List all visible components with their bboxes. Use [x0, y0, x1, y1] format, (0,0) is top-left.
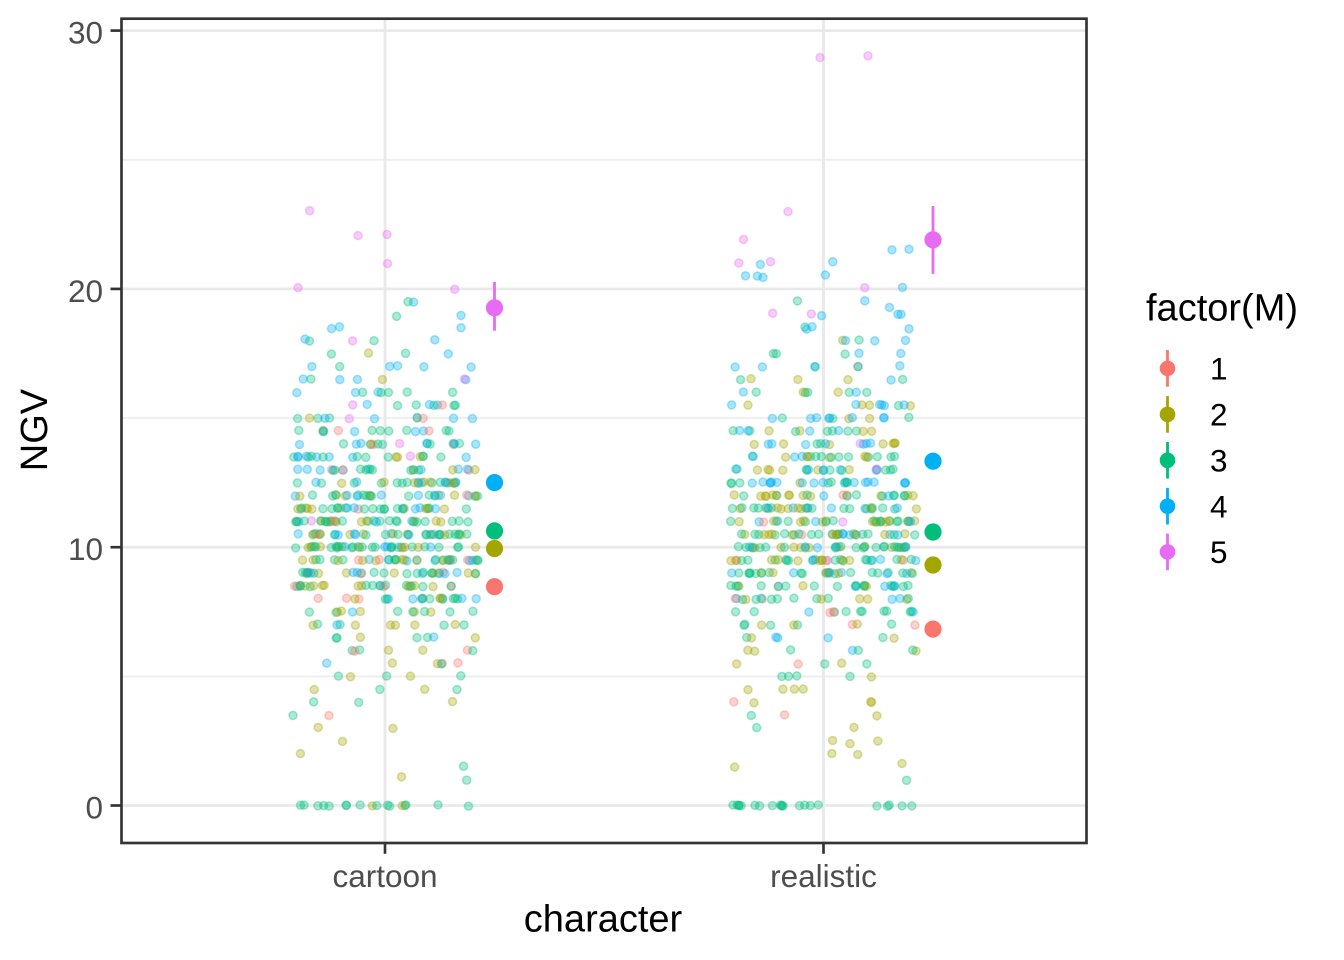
svg-text:realistic: realistic	[770, 858, 877, 894]
svg-text:30: 30	[68, 15, 103, 51]
svg-text:3: 3	[1210, 443, 1228, 479]
svg-text:20: 20	[68, 273, 103, 309]
svg-text:1: 1	[1210, 351, 1228, 387]
svg-text:10: 10	[68, 531, 103, 567]
svg-text:cartoon: cartoon	[332, 858, 437, 894]
svg-text:character: character	[524, 899, 683, 941]
svg-text:5: 5	[1210, 534, 1228, 570]
svg-text:factor(M): factor(M)	[1146, 288, 1298, 330]
svg-text:NGV: NGV	[14, 388, 56, 471]
svg-text:0: 0	[85, 790, 103, 826]
svg-text:4: 4	[1210, 489, 1228, 525]
svg-text:2: 2	[1210, 397, 1228, 433]
